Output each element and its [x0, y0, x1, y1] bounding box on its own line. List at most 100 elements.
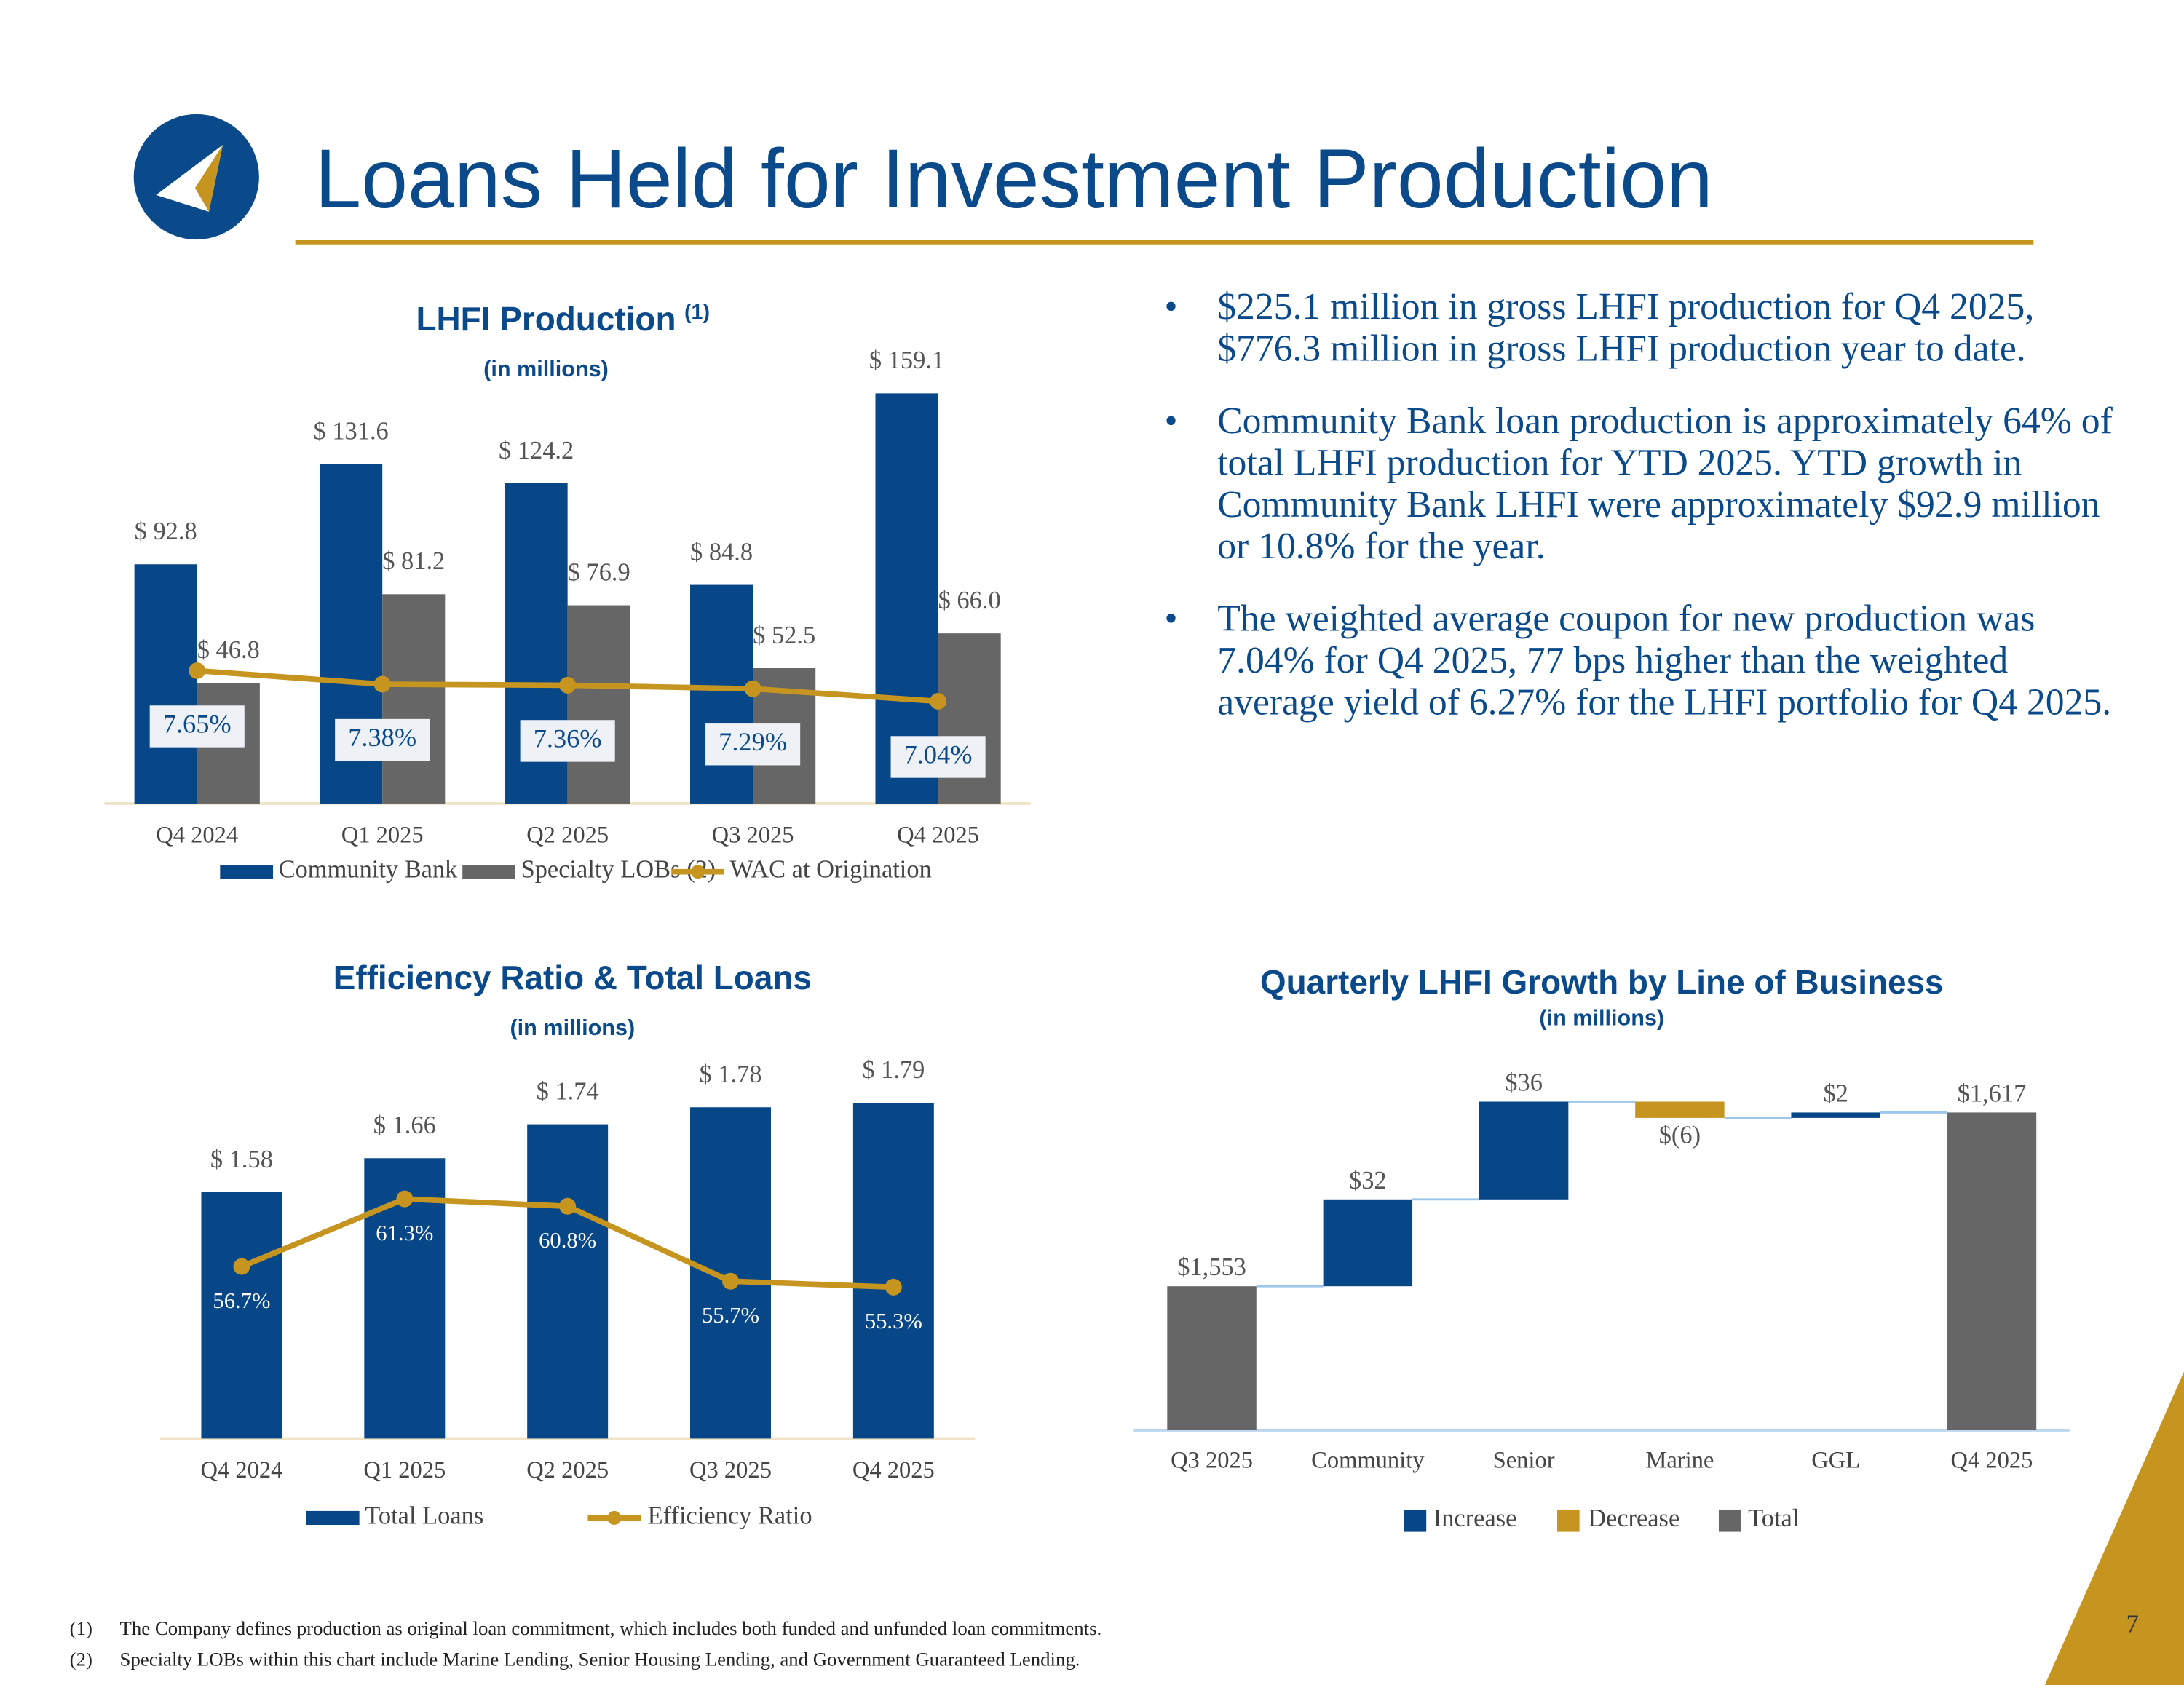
- slide-title: Loans Held for Investment Production: [314, 132, 1712, 226]
- x-tick-label: Q4 2024: [200, 1457, 282, 1483]
- line-point: [722, 1272, 739, 1290]
- x-tick-label: Q4 2024: [156, 822, 238, 848]
- bar-value-label: $ 1.58: [210, 1146, 273, 1173]
- bar-value-label: $ 1.74: [537, 1077, 599, 1105]
- bar: [201, 1192, 282, 1439]
- bar: [382, 594, 446, 804]
- bar: [690, 584, 753, 804]
- x-tick-label: Senior: [1493, 1447, 1555, 1473]
- bar-value-label: $ 159.1: [869, 346, 944, 374]
- x-tick-label: Q2 2025: [526, 1457, 609, 1483]
- waterfall-bar: [1323, 1199, 1413, 1287]
- line-point: [885, 1278, 902, 1296]
- x-tick-label: Q1 2025: [341, 822, 424, 848]
- footnote-marker: (1): [69, 1619, 92, 1641]
- legend-label: Community Bank: [279, 856, 459, 884]
- title-note: (1): [684, 301, 710, 324]
- chart-title: Efficiency Ratio & Total Loans: [333, 959, 812, 996]
- bar: [875, 393, 938, 804]
- bar: [567, 605, 630, 804]
- x-tick-label: Q3 2025: [712, 822, 794, 848]
- bar-value-label: $2: [1823, 1079, 1848, 1107]
- line-value-label: 7.65%: [163, 709, 232, 738]
- bar: [938, 633, 1001, 804]
- line-value-label: 56.7%: [213, 1288, 270, 1313]
- bar-value-label: $ 52.5: [753, 622, 815, 649]
- waterfall-bar: [1167, 1286, 1257, 1430]
- legend-label: WAC at Origination: [730, 856, 932, 884]
- bar-value-label: $ 81.2: [382, 547, 445, 575]
- line-value-label: 55.7%: [702, 1303, 759, 1328]
- bar-value-label: $ 46.8: [197, 636, 260, 664]
- bullet-list: • $225.1 million in gross LHFI production…: [1164, 285, 2125, 753]
- bar: [134, 564, 197, 804]
- bar-value-label: $1,617: [1958, 1079, 2027, 1107]
- legend-swatch: [220, 865, 274, 879]
- legend-point: [607, 1510, 622, 1526]
- line-point: [559, 1197, 577, 1215]
- bar-value-label: $ 76.9: [568, 558, 630, 586]
- bar-value-label: $ 84.8: [690, 538, 753, 566]
- line-value-label: 55.3%: [865, 1309, 922, 1333]
- bullet-dot: •: [1164, 400, 1178, 442]
- chart-title: Quarterly LHFI Growth by Line of Busines…: [1260, 963, 1944, 1001]
- waterfall-bar: [1947, 1112, 2037, 1430]
- legend-label: Increase: [1433, 1504, 1517, 1532]
- waterfall-bar: [1635, 1101, 1725, 1118]
- corner-triangle: [2044, 1371, 2184, 1685]
- legend-swatch: [306, 1510, 360, 1526]
- legend-swatch: [1404, 1509, 1427, 1532]
- footnotes: (1) The Company defines production as ori…: [70, 1615, 1102, 1676]
- waterfall-bar: [1791, 1112, 1880, 1118]
- line-value-label: 60.8%: [539, 1228, 596, 1253]
- line-value-label: 61.3%: [376, 1221, 433, 1245]
- bar-value-label: $(6): [1659, 1122, 1701, 1149]
- legend-swatch: [1718, 1509, 1741, 1532]
- line-point: [744, 680, 761, 697]
- bullet: • $225.1 million in gross LHFI production…: [1164, 285, 2125, 369]
- line-point: [189, 662, 206, 679]
- line-value-label: 7.29%: [719, 727, 787, 756]
- x-tick-label: Q3 2025: [1171, 1447, 1253, 1473]
- chart-subtitle: (in millions): [510, 1015, 635, 1040]
- bullet: • Community Bank loan production is appro…: [1164, 400, 2125, 567]
- legend-label: Decrease: [1588, 1504, 1679, 1532]
- legend-swatch: [1557, 1509, 1580, 1532]
- bullet-dot: •: [1164, 597, 1178, 640]
- value-label-box: [149, 705, 245, 748]
- footnote-text: Specialty LOBs within this chart include…: [119, 1650, 1080, 1671]
- x-tick-label: Q2 2025: [526, 822, 609, 848]
- chart-subtitle: (in millions): [483, 357, 609, 381]
- chart-subtitle: (in millions): [1539, 1006, 1664, 1031]
- logo-arrow-gold: [194, 144, 223, 212]
- value-label-box: [705, 723, 801, 766]
- x-tick-label: Community: [1311, 1447, 1425, 1473]
- bullet-text: $225.1 million in gross LHFI production …: [1217, 285, 2035, 370]
- bar: [527, 1124, 609, 1439]
- x-tick-label: Marine: [1645, 1447, 1714, 1473]
- line-point: [396, 1190, 414, 1208]
- bar-value-label: $ 1.66: [373, 1111, 436, 1139]
- line-point: [373, 675, 391, 693]
- value-label-box: [335, 718, 430, 761]
- bar-value-label: $36: [1505, 1069, 1543, 1096]
- bullet-text: The weighted average coupon for new prod…: [1217, 597, 2112, 723]
- line-value-label: 7.38%: [348, 723, 416, 752]
- x-tick-label: GGL: [1811, 1447, 1860, 1473]
- bar-value-label: $32: [1349, 1167, 1387, 1194]
- bar-value-label: $ 131.6: [314, 418, 389, 445]
- bullet-dot: •: [1164, 285, 1178, 328]
- bar-value-label: $ 92.8: [135, 518, 197, 545]
- bar-value-label: $1,553: [1177, 1253, 1246, 1281]
- line-point: [233, 1258, 250, 1275]
- legend-label: Total: [1748, 1504, 1799, 1532]
- x-tick-label: Q4 2025: [1951, 1447, 2033, 1473]
- x-tick-label: Q1 2025: [363, 1457, 446, 1483]
- x-tick-label: Q4 2025: [852, 1457, 935, 1483]
- footnote: (1) The Company defines production as ori…: [70, 1615, 1102, 1646]
- footnote: (2) Specialty LOBs within this chart incl…: [70, 1646, 1102, 1676]
- bullet-text: Community Bank loan production is approx…: [1217, 400, 2113, 567]
